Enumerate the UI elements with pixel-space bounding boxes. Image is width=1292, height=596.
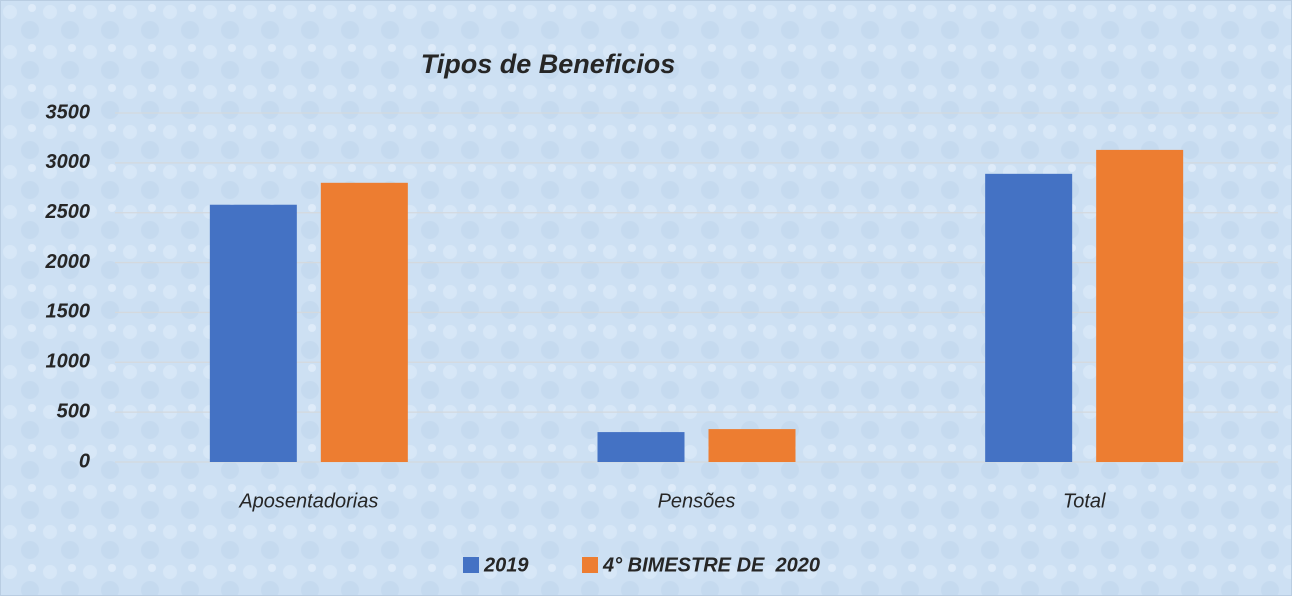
legend-label: 2019 xyxy=(483,554,529,576)
y-tick-label: 1000 xyxy=(46,351,91,373)
chart-title: Tipos de Beneficios xyxy=(421,49,676,79)
y-tick-label: 2000 xyxy=(45,251,91,273)
bar xyxy=(1096,149,1184,462)
y-tick-label: 1500 xyxy=(46,301,91,323)
bar xyxy=(209,204,297,463)
y-tick-label: 500 xyxy=(57,400,90,422)
x-tick-label: Pensões xyxy=(658,490,736,512)
bar xyxy=(320,182,408,463)
bar xyxy=(597,432,685,462)
bar xyxy=(985,173,1073,462)
bar xyxy=(708,429,796,462)
y-tick-label: 3000 xyxy=(46,151,91,173)
legend-swatch xyxy=(582,557,598,573)
y-tick-label: 2500 xyxy=(45,201,91,223)
legend-swatch xyxy=(463,557,479,573)
y-tick-label: 3500 xyxy=(46,101,91,123)
x-tick-label: Aposentadorias xyxy=(238,490,378,512)
y-tick-label: 0 xyxy=(79,450,90,472)
x-tick-label: Total xyxy=(1063,490,1106,512)
legend-label: 4° BIMESTRE DE 2020 xyxy=(602,554,820,576)
